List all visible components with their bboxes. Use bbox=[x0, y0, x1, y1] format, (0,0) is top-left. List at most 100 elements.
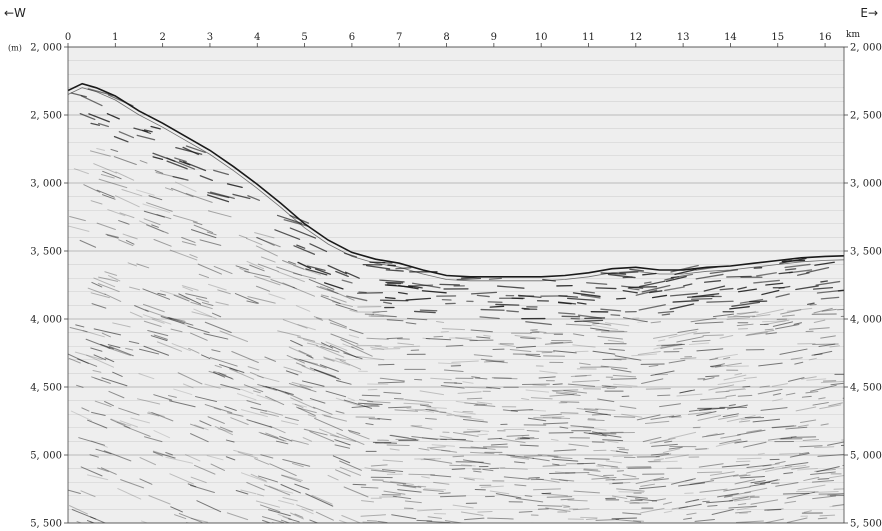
reflection-stroke bbox=[339, 466, 362, 476]
reflection-stroke bbox=[774, 323, 800, 330]
reflection-stroke bbox=[749, 483, 766, 487]
reflection-stroke bbox=[70, 410, 92, 422]
reflection-stroke bbox=[520, 337, 536, 340]
reflection-stroke bbox=[421, 437, 447, 441]
reflection-stroke bbox=[430, 377, 452, 381]
reflection-stroke bbox=[150, 335, 168, 342]
reflection-stroke bbox=[366, 337, 389, 340]
reflection-stroke bbox=[291, 403, 307, 408]
reflection-stroke bbox=[495, 303, 520, 306]
reflection-stroke bbox=[801, 395, 812, 398]
reflection-stroke bbox=[679, 389, 696, 394]
reflection-stroke bbox=[783, 472, 793, 475]
reflection-stroke bbox=[498, 453, 516, 457]
reflection-stroke bbox=[636, 414, 661, 421]
reflection-stroke bbox=[148, 411, 165, 417]
reflection-stroke bbox=[388, 406, 412, 409]
reflection-stroke bbox=[174, 157, 187, 163]
reflection-stroke bbox=[247, 296, 276, 304]
reflection-stroke bbox=[475, 404, 496, 407]
reflection-stroke bbox=[460, 463, 476, 467]
reflection-stroke bbox=[351, 405, 372, 408]
reflection-stroke bbox=[234, 293, 260, 304]
reflection-stroke bbox=[288, 382, 317, 393]
reflection-stroke bbox=[705, 375, 720, 378]
reflection-stroke bbox=[336, 432, 365, 445]
x-tick-label: 3 bbox=[207, 32, 213, 43]
reflection-stroke bbox=[104, 400, 114, 407]
reflection-stroke bbox=[118, 407, 140, 416]
plot-frame bbox=[67, 46, 845, 524]
reflection-stroke bbox=[528, 409, 547, 412]
reflection-stroke bbox=[121, 189, 143, 197]
reflection-stroke bbox=[615, 450, 629, 454]
reflection-stroke bbox=[746, 429, 762, 433]
reflection-stroke bbox=[138, 373, 155, 380]
reflection-stroke bbox=[396, 484, 417, 489]
reflection-stroke bbox=[542, 493, 568, 497]
reflection-stroke bbox=[299, 359, 327, 369]
reflection-stroke bbox=[416, 519, 433, 522]
reflection-stroke bbox=[190, 517, 209, 523]
reflection-stroke bbox=[785, 426, 808, 430]
reflection-stroke bbox=[726, 404, 748, 410]
reflection-stroke bbox=[226, 183, 243, 189]
reflection-stroke bbox=[119, 212, 135, 219]
reflection-stroke bbox=[262, 385, 278, 392]
reflection-stroke bbox=[379, 377, 405, 382]
reflection-stroke bbox=[645, 388, 671, 390]
reflection-stroke bbox=[573, 490, 600, 494]
reflection-stroke bbox=[246, 237, 263, 246]
reflection-stroke bbox=[89, 516, 107, 523]
reflection-stroke bbox=[650, 321, 661, 324]
reflection-stroke bbox=[802, 439, 820, 442]
reflection-stroke bbox=[708, 384, 735, 391]
reflection-stroke bbox=[812, 495, 837, 500]
reflection-stroke bbox=[374, 345, 389, 349]
reflection-stroke bbox=[320, 342, 334, 349]
reflection-stroke bbox=[315, 511, 334, 521]
reflection-stroke bbox=[305, 268, 328, 276]
reflection-stroke bbox=[759, 385, 770, 388]
reflection-stroke bbox=[657, 310, 675, 314]
reflection-stroke bbox=[351, 346, 373, 357]
reflection-stroke bbox=[746, 329, 775, 336]
reflection-stroke bbox=[199, 420, 212, 427]
reflection-stroke bbox=[144, 309, 173, 320]
reflection-stroke bbox=[98, 122, 110, 128]
reflection-stroke bbox=[737, 503, 747, 506]
reflection-stroke bbox=[301, 508, 314, 515]
reflection-stroke bbox=[752, 418, 781, 423]
reflection-stroke bbox=[515, 497, 544, 503]
reflection-stroke bbox=[597, 464, 618, 468]
reflection-stroke bbox=[91, 303, 107, 309]
reflection-stroke bbox=[595, 518, 620, 521]
reflection-stroke bbox=[430, 448, 458, 453]
reflection-stroke bbox=[737, 286, 747, 290]
reflection-stroke bbox=[68, 489, 81, 495]
reflection-stroke bbox=[225, 439, 235, 443]
reflection-stroke bbox=[93, 163, 117, 174]
reflection-stroke bbox=[819, 514, 836, 517]
reflection-stroke bbox=[725, 388, 745, 392]
reflection-stroke bbox=[254, 275, 281, 286]
reflection-stroke bbox=[631, 353, 658, 357]
reflection-stroke bbox=[257, 375, 280, 383]
reflection-stroke bbox=[805, 391, 819, 394]
reflection-stroke bbox=[452, 438, 474, 442]
reflection-stroke bbox=[553, 350, 577, 354]
reflection-stroke bbox=[641, 378, 664, 384]
reflection-stroke bbox=[728, 404, 736, 407]
reflection-stroke bbox=[68, 505, 88, 515]
reflection-stroke bbox=[315, 345, 345, 358]
reflection-stroke bbox=[669, 292, 698, 297]
reflection-stroke bbox=[246, 419, 273, 428]
reflection-stroke bbox=[449, 464, 472, 467]
reflection-stroke bbox=[384, 284, 414, 288]
reflection-stroke bbox=[382, 459, 404, 463]
reflection-stroke bbox=[674, 268, 697, 275]
reflection-stroke bbox=[104, 293, 122, 302]
reflection-stroke bbox=[280, 519, 291, 523]
reflection-stroke bbox=[629, 268, 645, 272]
reflection-stroke bbox=[553, 449, 577, 452]
